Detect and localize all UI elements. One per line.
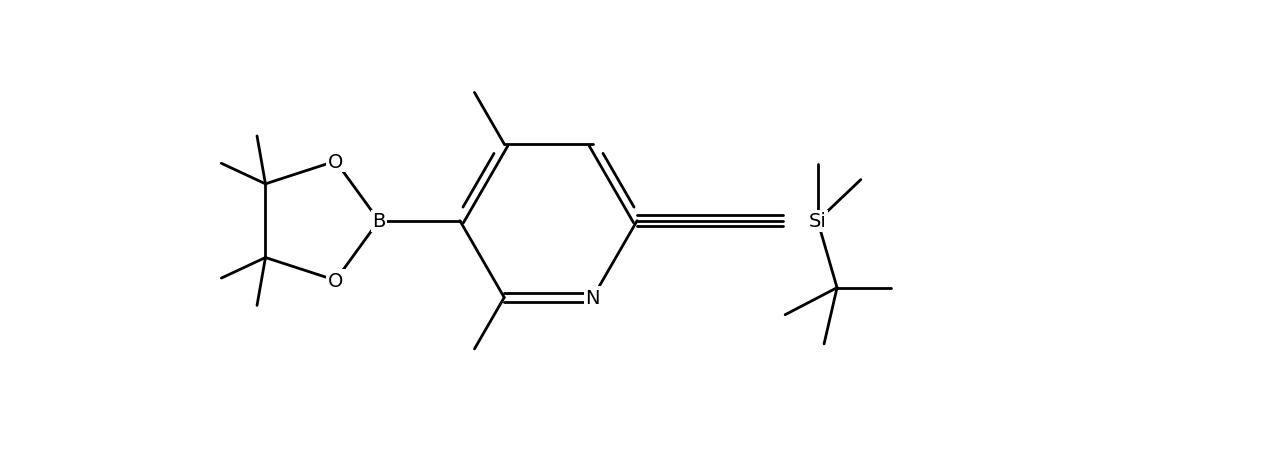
Text: O: O	[328, 152, 343, 171]
Text: N: N	[586, 288, 600, 307]
Text: O: O	[328, 271, 343, 290]
Text: B: B	[372, 212, 385, 230]
Text: Si: Si	[808, 212, 826, 230]
